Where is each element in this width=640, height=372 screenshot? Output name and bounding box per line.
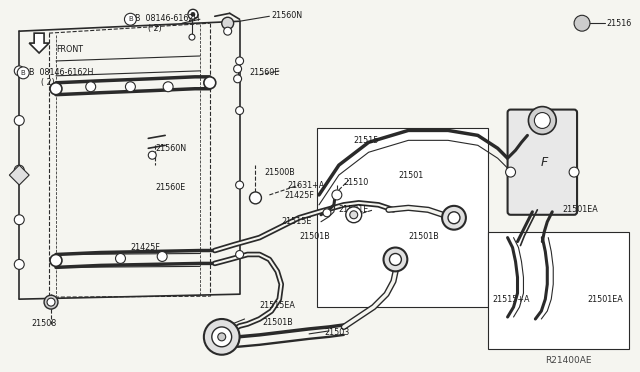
Circle shape <box>234 75 241 83</box>
Text: B: B <box>21 70 26 76</box>
Text: 21501B: 21501B <box>262 318 292 327</box>
Circle shape <box>157 251 167 262</box>
Text: ( 2): ( 2) <box>148 24 162 33</box>
Circle shape <box>236 250 244 259</box>
Circle shape <box>86 82 95 92</box>
Text: R21400AE: R21400AE <box>545 356 592 365</box>
Text: 21560N: 21560N <box>271 11 303 20</box>
Text: 21501EA: 21501EA <box>562 205 598 214</box>
Circle shape <box>234 65 241 73</box>
Circle shape <box>442 206 466 230</box>
Text: 21560N: 21560N <box>156 144 186 153</box>
Circle shape <box>124 13 136 25</box>
Circle shape <box>448 212 460 224</box>
Circle shape <box>221 17 234 29</box>
Text: 21425F: 21425F <box>284 192 314 201</box>
Circle shape <box>236 107 244 115</box>
Text: 21516: 21516 <box>607 19 632 28</box>
Text: 21501EA: 21501EA <box>587 295 623 304</box>
Circle shape <box>116 253 125 263</box>
Circle shape <box>44 295 58 309</box>
Circle shape <box>383 247 407 271</box>
Circle shape <box>14 66 24 76</box>
Circle shape <box>14 215 24 225</box>
Text: 21515E: 21515E <box>282 217 312 226</box>
Circle shape <box>204 77 216 89</box>
Circle shape <box>390 253 401 265</box>
Polygon shape <box>10 165 29 185</box>
Circle shape <box>574 15 590 31</box>
Text: ( 2): ( 2) <box>41 78 55 87</box>
Circle shape <box>350 211 358 219</box>
Circle shape <box>47 298 55 306</box>
Text: 21500B: 21500B <box>264 168 295 177</box>
Text: 21560E: 21560E <box>250 68 280 77</box>
Text: B  08146-6162H: B 08146-6162H <box>29 68 93 77</box>
Text: 21515+A: 21515+A <box>493 295 530 304</box>
Circle shape <box>50 254 62 266</box>
Bar <box>488 232 628 349</box>
Text: 21510: 21510 <box>344 177 369 186</box>
Text: 21501B: 21501B <box>300 232 330 241</box>
Text: F: F <box>541 155 548 169</box>
Circle shape <box>218 333 226 341</box>
Circle shape <box>212 327 232 347</box>
Circle shape <box>332 190 342 200</box>
Circle shape <box>125 82 136 92</box>
Circle shape <box>204 319 239 355</box>
Text: 21425F: 21425F <box>131 243 160 252</box>
Circle shape <box>148 151 156 159</box>
Circle shape <box>191 12 195 16</box>
Circle shape <box>50 83 62 95</box>
Circle shape <box>14 116 24 125</box>
Circle shape <box>188 9 198 19</box>
Text: 21501B: 21501B <box>408 232 439 241</box>
Circle shape <box>529 107 556 134</box>
Bar <box>317 128 488 307</box>
Circle shape <box>346 207 362 223</box>
Circle shape <box>236 57 244 65</box>
Text: 21508: 21508 <box>31 320 56 328</box>
Text: 21515EA: 21515EA <box>259 301 295 310</box>
Polygon shape <box>29 33 49 53</box>
Text: 21501E: 21501E <box>339 205 369 214</box>
Circle shape <box>14 165 24 175</box>
Circle shape <box>250 192 261 204</box>
Circle shape <box>569 167 579 177</box>
Text: FRONT: FRONT <box>56 45 83 54</box>
Text: 21503: 21503 <box>324 328 349 337</box>
Circle shape <box>14 259 24 269</box>
Circle shape <box>163 82 173 92</box>
Text: 21560E: 21560E <box>156 183 186 192</box>
Circle shape <box>189 34 195 40</box>
Circle shape <box>323 209 331 217</box>
Text: 21501: 21501 <box>399 171 424 180</box>
Text: 21515: 21515 <box>354 136 379 145</box>
Text: B  08146-6162H: B 08146-6162H <box>136 14 200 23</box>
Circle shape <box>534 113 550 128</box>
Text: B: B <box>128 16 132 22</box>
Circle shape <box>236 181 244 189</box>
Text: 21631+A: 21631+A <box>287 180 324 189</box>
Circle shape <box>506 167 516 177</box>
FancyBboxPatch shape <box>508 110 577 215</box>
Circle shape <box>224 27 232 35</box>
Circle shape <box>17 67 29 79</box>
